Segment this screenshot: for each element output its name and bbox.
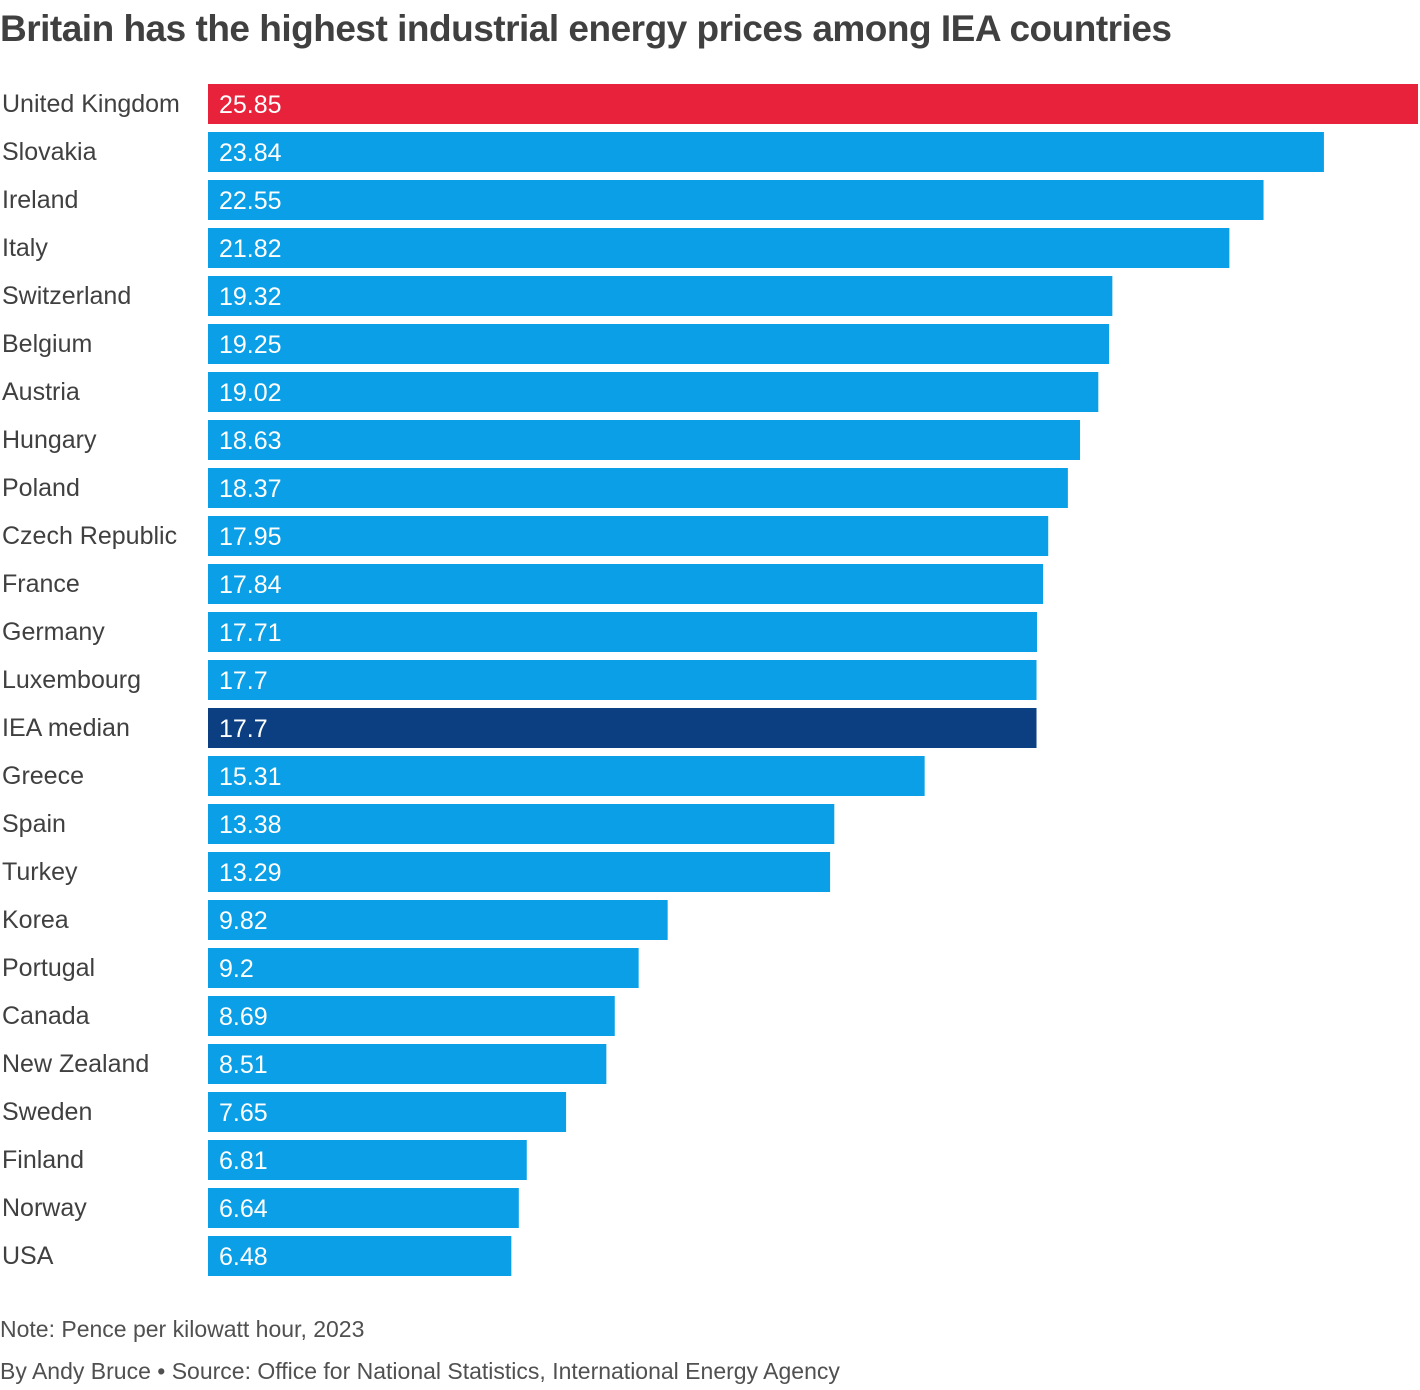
category-label-italy: Italy (2, 234, 48, 262)
value-label-belgium: 19.25 (219, 331, 282, 359)
category-label-ireland: Ireland (2, 186, 78, 214)
value-label-switzerland: 19.32 (219, 283, 282, 311)
chart-title: Britain has the highest industrial energ… (0, 8, 1172, 49)
category-label-spain: Spain (2, 810, 66, 838)
bar-turkey (208, 852, 831, 892)
value-label-greece: 15.31 (219, 763, 282, 791)
value-label-canada: 8.69 (219, 1003, 268, 1031)
chart-note: Note: Pence per kilowatt hour, 2023 (0, 1316, 365, 1342)
value-label-italy: 21.82 (219, 235, 282, 263)
value-label-united-kingdom: 25.85 (219, 91, 282, 119)
bar-norway (208, 1188, 519, 1228)
value-label-korea: 9.82 (219, 907, 268, 935)
value-label-hungary: 18.63 (219, 427, 282, 455)
value-label-usa: 6.48 (219, 1243, 268, 1271)
category-label-portugal: Portugal (2, 954, 95, 982)
bar-luxembourg (208, 660, 1037, 700)
bar-austria (208, 372, 1099, 412)
bar-iea-median (208, 708, 1037, 748)
category-label-hungary: Hungary (2, 426, 97, 454)
category-label-poland: Poland (2, 474, 80, 502)
bar-hungary (208, 420, 1081, 460)
category-label-iea-median: IEA median (2, 714, 130, 742)
value-label-finland: 6.81 (219, 1147, 268, 1175)
value-label-portugal: 9.2 (219, 955, 254, 983)
value-label-ireland: 22.55 (219, 187, 282, 215)
category-label-luxembourg: Luxembourg (2, 666, 141, 694)
bar-greece (208, 756, 925, 796)
category-label-norway: Norway (2, 1194, 87, 1222)
category-label-switzerland: Switzerland (2, 282, 131, 310)
category-label-finland: Finland (2, 1146, 84, 1174)
category-label-united-kingdom: United Kingdom (2, 90, 180, 118)
value-label-austria: 19.02 (219, 379, 282, 407)
bar-france (208, 564, 1044, 604)
bar-spain (208, 804, 835, 844)
value-label-luxembourg: 17.7 (219, 667, 268, 695)
category-label-sweden: Sweden (2, 1098, 92, 1126)
category-label-germany: Germany (2, 618, 105, 646)
category-label-belgium: Belgium (2, 330, 92, 358)
value-label-norway: 6.64 (219, 1195, 268, 1223)
value-label-poland: 18.37 (219, 475, 282, 503)
bar-italy (208, 228, 1230, 268)
category-label-slovakia: Slovakia (2, 138, 97, 166)
bar-canada (208, 996, 615, 1036)
bar-belgium (208, 324, 1110, 364)
bar-ireland (208, 180, 1264, 220)
bar-finland (208, 1140, 527, 1180)
bar-usa (208, 1236, 512, 1276)
bar-poland (208, 468, 1068, 508)
category-label-france: France (2, 570, 80, 598)
category-label-austria: Austria (2, 378, 80, 406)
category-label-czech-republic: Czech Republic (2, 522, 177, 550)
value-label-iea-median: 17.7 (219, 715, 268, 743)
value-label-france: 17.84 (219, 571, 282, 599)
bar-sweden (208, 1092, 567, 1132)
category-label-new-zealand: New Zealand (2, 1050, 149, 1078)
bar-slovakia (208, 132, 1324, 172)
category-label-korea: Korea (2, 906, 69, 934)
chart-credit: By Andy Bruce • Source: Office for Natio… (0, 1358, 840, 1384)
value-label-sweden: 7.65 (219, 1099, 268, 1127)
value-label-czech-republic: 17.95 (219, 523, 282, 551)
category-label-usa: USA (2, 1242, 54, 1270)
value-label-germany: 17.71 (219, 619, 282, 647)
bar-czech-republic (208, 516, 1049, 556)
value-label-turkey: 13.29 (219, 859, 282, 887)
value-label-new-zealand: 8.51 (219, 1051, 268, 1079)
bar-switzerland (208, 276, 1113, 316)
bar-korea (208, 900, 668, 940)
bar-new-zealand (208, 1044, 607, 1084)
bar-germany (208, 612, 1037, 652)
value-label-slovakia: 23.84 (219, 139, 282, 167)
bar-chart: United Kingdom 25.85 Slovakia 23.84 Ireland 2… (2, 84, 1418, 1276)
value-label-spain: 13.38 (219, 811, 282, 839)
category-label-canada: Canada (2, 1002, 90, 1030)
bar-portugal (208, 948, 639, 988)
category-label-greece: Greece (2, 762, 84, 790)
bar-united-kingdom (208, 84, 1418, 124)
category-label-turkey: Turkey (2, 858, 78, 886)
